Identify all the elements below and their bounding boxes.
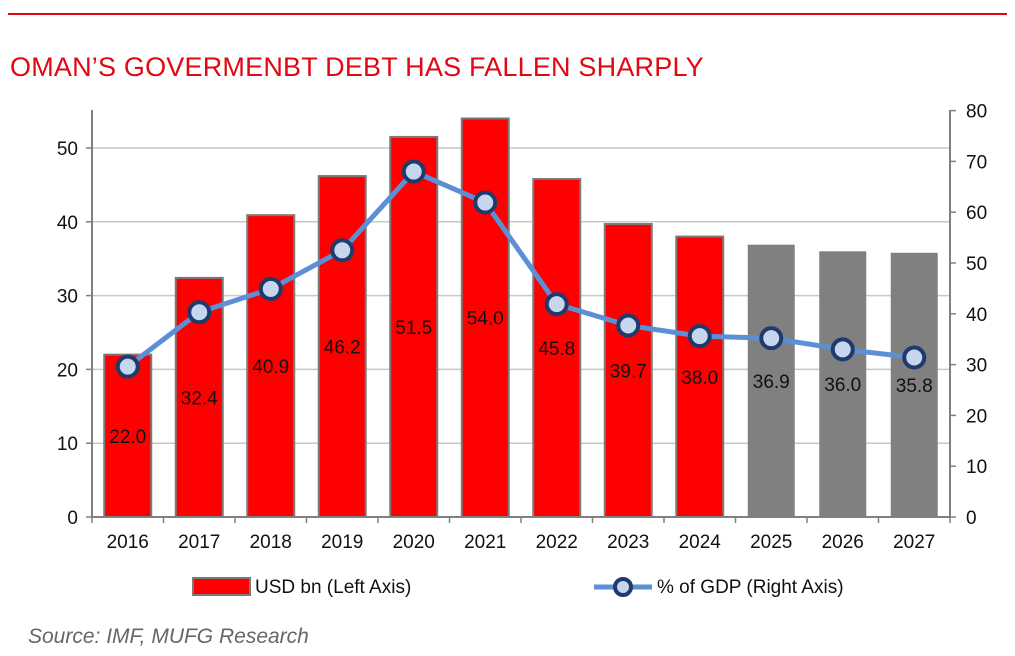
gdp-point-2023 (616, 313, 641, 338)
left-tick-label: 10 (57, 434, 78, 455)
left-tick-label: 20 (57, 360, 78, 381)
bar-value-label-2017: 32.4 (181, 388, 218, 409)
left-tick-label: 50 (57, 139, 78, 160)
bar-value-label-2018: 40.9 (252, 357, 289, 378)
bar-value-label-2016: 22.0 (109, 427, 146, 448)
legend-label-usd: USD bn (Left Axis) (255, 577, 412, 598)
gdp-line-path (126, 169, 915, 369)
bar-value-label-2027: 35.8 (896, 376, 933, 397)
bar-2018 (246, 214, 296, 519)
bar-value-label-2019: 46.2 (324, 338, 361, 359)
bar-2022 (532, 177, 582, 518)
bar-value-label-2026: 36.0 (824, 375, 861, 396)
gdp-point-2021 (473, 190, 498, 215)
left-tick-label: 0 (67, 508, 78, 529)
x-tick-label-2024: 2024 (679, 532, 722, 553)
x-tick-label-2023: 2023 (607, 532, 649, 553)
right-tick-label: 50 (966, 254, 987, 275)
bar-value-label-2020: 51.5 (395, 318, 432, 339)
bar-value-label-2021: 54.0 (467, 309, 504, 330)
gdp-point-2027 (902, 345, 927, 370)
right-tick-label: 20 (966, 406, 987, 427)
gdp-point-2017 (187, 300, 212, 325)
right-tick-label: 70 (966, 152, 987, 173)
right-tick-label: 60 (966, 203, 987, 224)
axes: 0 10 20 30 40 50 0 10 20 30 40 50 60 70 80 2016 2017 2018… (57, 102, 987, 553)
x-tick-label-2018: 2018 (250, 532, 292, 553)
left-tick-label: 40 (57, 213, 78, 234)
chart-title: OMAN’S GOVERMENBT DEBT HAS FALLEN SHARPL… (10, 52, 704, 82)
gdp-point-2016 (115, 354, 140, 379)
gdp-point-2025 (759, 326, 784, 351)
bar-2025 (747, 244, 795, 518)
x-tick-label-2020: 2020 (393, 532, 435, 553)
bar-2023 (603, 223, 653, 518)
bar-2021 (460, 117, 510, 518)
x-tick-label-2021: 2021 (464, 532, 506, 553)
bars (103, 117, 938, 519)
bar-value-label-2022: 45.8 (538, 339, 575, 360)
x-tick-label-2016: 2016 (107, 532, 149, 553)
left-tick-label: 30 (57, 287, 78, 308)
legend-label-gdp: % of GDP (Right Axis) (657, 577, 844, 598)
bar-2026 (819, 251, 867, 517)
right-tick-label: 10 (966, 457, 987, 478)
x-tick-label-2017: 2017 (178, 532, 220, 553)
bar-value-label-2023: 39.7 (610, 362, 647, 383)
gdp-point-2019 (330, 238, 355, 263)
legend (192, 577, 652, 597)
gdp-point-2026 (830, 337, 855, 362)
bar-value-label-2024: 38.0 (681, 368, 718, 389)
source-note: Source: IMF, MUFG Research (28, 625, 309, 648)
legend-swatch-gdp-marker (613, 577, 633, 597)
bar-value-label-2025: 36.9 (753, 372, 790, 393)
bar-2020 (389, 135, 439, 518)
gdp-point-2022 (544, 292, 569, 317)
data-labels: 22.0 32.4 40.9 46.2 51.5 54.0 45.8 39.7 38.0 36.9… (109, 309, 932, 448)
right-tick-label: 0 (966, 508, 977, 529)
gdp-point-2024 (687, 324, 712, 349)
right-tick-label: 80 (966, 102, 987, 123)
bar-2027 (890, 252, 938, 517)
gdp-point-2018 (258, 276, 283, 301)
legend-swatch-usd (192, 577, 251, 596)
x-tick-label-2022: 2022 (536, 532, 578, 553)
x-tick-label-2019: 2019 (321, 532, 363, 553)
right-tick-label: 30 (966, 356, 987, 377)
x-tick-label-2027: 2027 (893, 532, 935, 553)
bar-2024 (675, 235, 725, 518)
gridlines (92, 147, 950, 444)
top-rule (8, 13, 1007, 15)
x-tick-label-2026: 2026 (822, 532, 864, 553)
right-tick-label: 40 (966, 305, 987, 326)
x-tick-label-2025: 2025 (750, 532, 792, 553)
gdp-line (115, 159, 927, 379)
gdp-point-2020 (401, 159, 426, 184)
